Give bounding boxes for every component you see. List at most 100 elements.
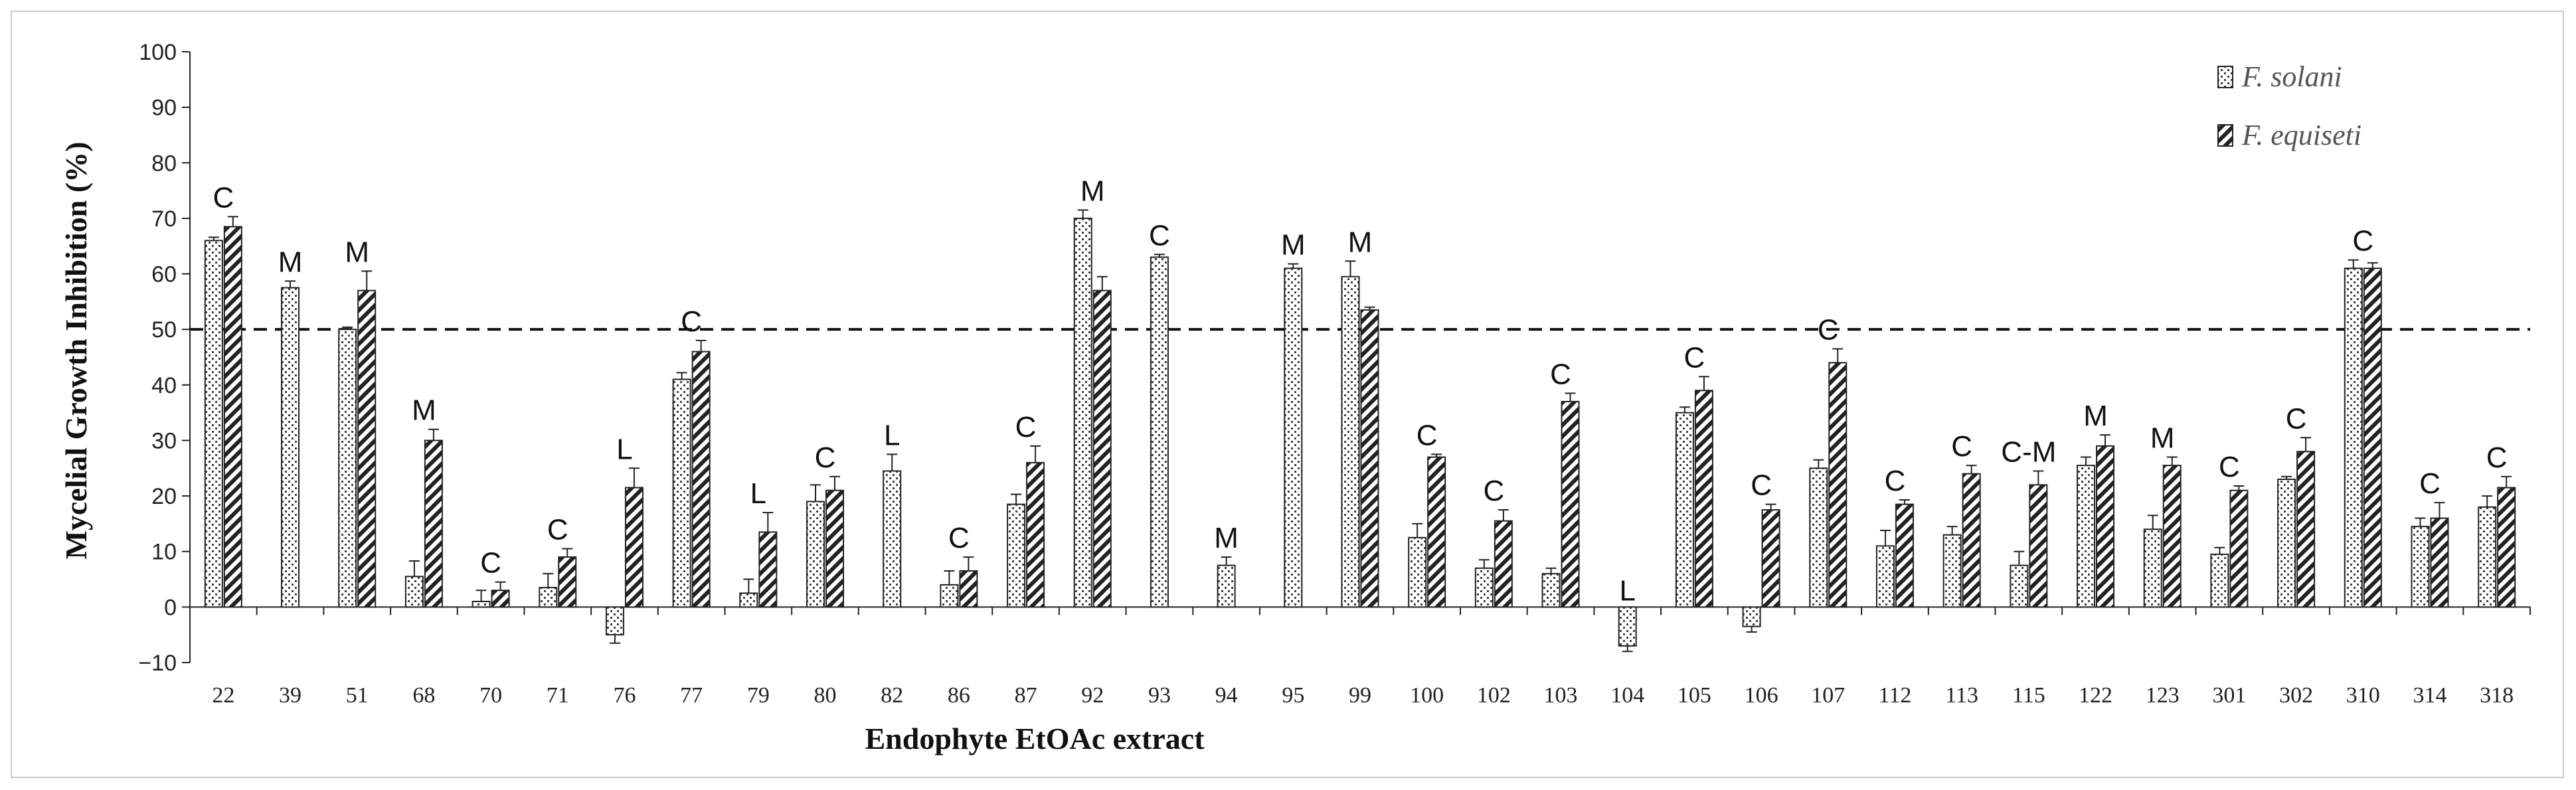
bar-f-solani-71 — [539, 587, 558, 608]
bar-annotation-87: C — [1015, 411, 1037, 443]
x-tick-label-68: 68 — [412, 683, 435, 708]
x-tick-label-51: 51 — [346, 683, 369, 708]
bar-f-solani-104 — [1618, 606, 1637, 647]
bar-f-solani-82 — [883, 470, 902, 608]
bar-f-solani-87 — [1007, 503, 1026, 608]
bar-f-solani-39 — [281, 287, 300, 608]
bar-f-equiseti-100 — [1427, 456, 1446, 608]
x-tick-label-302: 302 — [2279, 683, 2313, 708]
x-tick-label-92: 92 — [1081, 683, 1104, 708]
bar-f-solani-51 — [338, 329, 357, 608]
x-tick-label-80: 80 — [814, 683, 837, 708]
bar-annotation-68: M — [412, 394, 436, 427]
x-tick-label-104: 104 — [1610, 683, 1644, 708]
bar-f-equiseti-318 — [2497, 487, 2516, 608]
bar-f-equiseti-301 — [2229, 489, 2249, 608]
bar-chart: −10 0 10 20 30 40 50 60 70 80 90 100 C 22 M 39 M 51 M 68 C 70… — [59, 40, 2531, 755]
bar-f-equiseti-76 — [624, 487, 644, 608]
bar-annotation-82: L — [884, 419, 900, 451]
bar-annotation-93: C — [1149, 219, 1170, 252]
bar-annotation-107: C — [1818, 313, 1839, 346]
bar-f-equiseti-92 — [1092, 289, 1112, 608]
bar-annotation-77: C — [681, 305, 702, 338]
x-tick-label-123: 123 — [2146, 683, 2180, 708]
x-tick-label-105: 105 — [1677, 683, 1711, 708]
bar-f-solani-314 — [2411, 526, 2430, 608]
bar-f-solani-76 — [605, 606, 624, 636]
x-tick-label-122: 122 — [2079, 683, 2112, 708]
bar-f-equiseti-87 — [1026, 461, 1045, 608]
x-tick-label-22: 22 — [212, 683, 234, 708]
bar-annotation-314: C — [2419, 467, 2441, 500]
bar-f-solani-122 — [2077, 465, 2096, 608]
bar-f-equiseti-102 — [1494, 520, 1513, 608]
legend-label-f-equiseti: F. equiseti — [2241, 119, 2361, 151]
bar-f-solani-22 — [204, 240, 223, 608]
bar-f-solani-77 — [672, 378, 691, 608]
bar-f-solani-70 — [472, 601, 491, 608]
x-tick-label-314: 314 — [2413, 683, 2447, 708]
x-tick-label-115: 115 — [2012, 683, 2045, 708]
bar-f-equiseti-80 — [825, 489, 845, 608]
bar-f-solani-68 — [404, 576, 424, 608]
bar-f-solani-113 — [1942, 534, 1962, 608]
bar-f-equiseti-70 — [491, 590, 510, 608]
bar-annotation-301: C — [2219, 451, 2240, 483]
y-axis-title: Mycelial Growth Inhibition (%) — [59, 141, 93, 559]
chart-frame: −10 0 10 20 30 40 50 60 70 80 90 100 C 22 M 39 M 51 M 68 C 70… — [11, 11, 2564, 778]
bar-f-solani-103 — [1541, 573, 1561, 608]
x-tick-label-39: 39 — [279, 683, 301, 708]
x-tick-label-93: 93 — [1148, 683, 1171, 708]
x-tick-label-79: 79 — [747, 683, 770, 708]
bar-annotation-71: C — [547, 514, 568, 546]
y-tick-label: 0 — [164, 595, 177, 620]
y-tick-label: 70 — [151, 206, 177, 232]
bar-f-equiseti-99 — [1360, 309, 1379, 608]
y-tick-label: 50 — [151, 317, 177, 343]
bar-annotation-95: M — [1281, 228, 1306, 261]
bar-annotation-22: C — [213, 181, 234, 214]
x-tick-label-87: 87 — [1015, 683, 1037, 708]
x-tick-label-310: 310 — [2346, 683, 2380, 708]
x-tick-label-70: 70 — [479, 683, 502, 708]
x-tick-label-301: 301 — [2212, 683, 2246, 708]
bar-f-solani-107 — [1809, 467, 1828, 608]
x-tick-label-76: 76 — [613, 683, 636, 708]
y-tick-label: 60 — [151, 262, 177, 287]
x-tick-label-318: 318 — [2480, 683, 2514, 708]
y-tick-label: 80 — [151, 151, 177, 176]
bar-annotation-113: C — [1951, 430, 1972, 463]
bar-f-solani-112 — [1875, 545, 1895, 608]
bar-f-equiseti-51 — [357, 289, 377, 608]
x-tick-label-102: 102 — [1477, 683, 1511, 708]
y-tick-label: 30 — [151, 428, 177, 453]
bar-f-solani-302 — [2277, 479, 2296, 608]
bar-f-solani-100 — [1408, 536, 1427, 608]
x-tick-label-82: 82 — [881, 683, 903, 708]
bar-f-equiseti-103 — [1561, 400, 1580, 608]
bar-f-equiseti-302 — [2296, 451, 2316, 608]
x-tick-label-86: 86 — [948, 683, 970, 708]
x-tick-label-77: 77 — [680, 683, 703, 708]
x-axis-title: Endophyte EtOAc extract — [865, 722, 1205, 755]
x-tick-label-71: 71 — [547, 683, 569, 708]
bar-f-solani-318 — [2478, 506, 2497, 608]
bar-f-solani-93 — [1150, 256, 1169, 608]
bar-annotation-94: M — [1214, 522, 1239, 554]
bar-annotation-302: C — [2286, 402, 2307, 435]
bar-annotation-103: C — [1550, 358, 1571, 390]
bar-f-equiseti-123 — [2162, 465, 2182, 608]
bar-f-solani-115 — [2010, 564, 2029, 608]
bar-f-solani-102 — [1474, 567, 1494, 608]
bar-annotation-102: C — [1483, 475, 1504, 507]
bar-f-equiseti-113 — [1962, 473, 1981, 608]
bar-f-solani-105 — [1675, 412, 1694, 608]
bar-f-equiseti-106 — [1761, 509, 1780, 608]
bar-annotation-99: M — [1348, 226, 1373, 258]
bar-f-equiseti-77 — [691, 351, 711, 608]
bar-f-equiseti-122 — [2096, 445, 2115, 608]
bar-f-equiseti-86 — [959, 570, 978, 608]
bar-annotation-92: M — [1080, 175, 1105, 207]
bar-annotation-122: M — [2083, 400, 2108, 432]
x-tick-label-107: 107 — [1811, 683, 1845, 708]
